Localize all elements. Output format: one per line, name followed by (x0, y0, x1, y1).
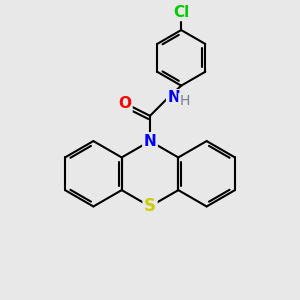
Text: N: N (144, 134, 156, 148)
Text: H: H (180, 94, 190, 108)
Text: O: O (118, 96, 131, 111)
Text: N: N (167, 91, 180, 106)
Text: S: S (144, 197, 156, 215)
Text: Cl: Cl (173, 5, 189, 20)
